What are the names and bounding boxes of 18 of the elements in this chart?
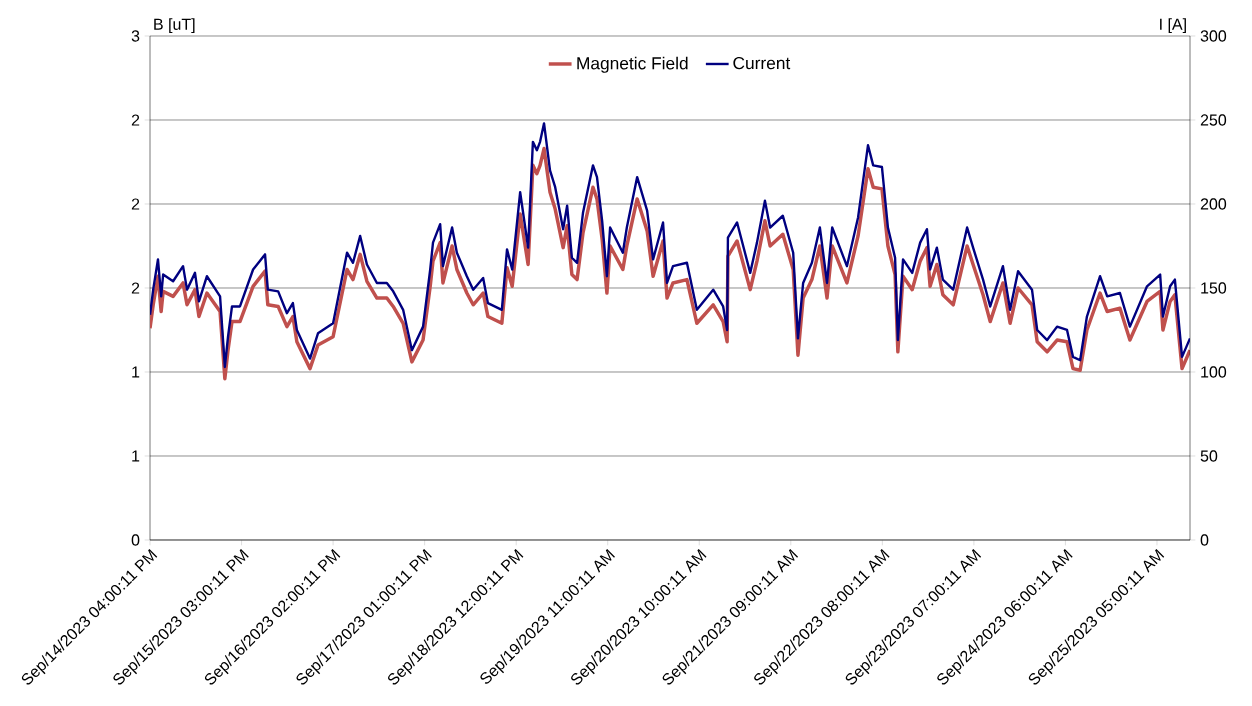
y-tick-label: 1 [132,366,140,378]
y-tick-label: 2 [131,198,140,210]
y-tick-label: 0 [131,534,140,546]
y-tick-label: 1 [132,450,140,462]
legend-label: Current [733,56,791,70]
y2-tick-label: 50 [1200,450,1218,462]
y2-tick-label: 150 [1201,282,1227,294]
y2-tick-label: 300 [1200,30,1227,42]
y2-tick-label: 100 [1201,366,1227,378]
y-tick-label: 3 [131,30,140,42]
legend-label: Magnetic Field [577,56,688,73]
y2-axis-title: I [A] [1160,18,1186,34]
y-axis-title: B [uT] [154,18,195,34]
y-tick-label: 2 [131,282,140,294]
y2-tick-label: 0 [1200,534,1209,546]
y-tick-label: 2 [131,114,140,126]
y2-tick-label: 200 [1200,198,1227,210]
y2-tick-label: 250 [1200,114,1227,126]
